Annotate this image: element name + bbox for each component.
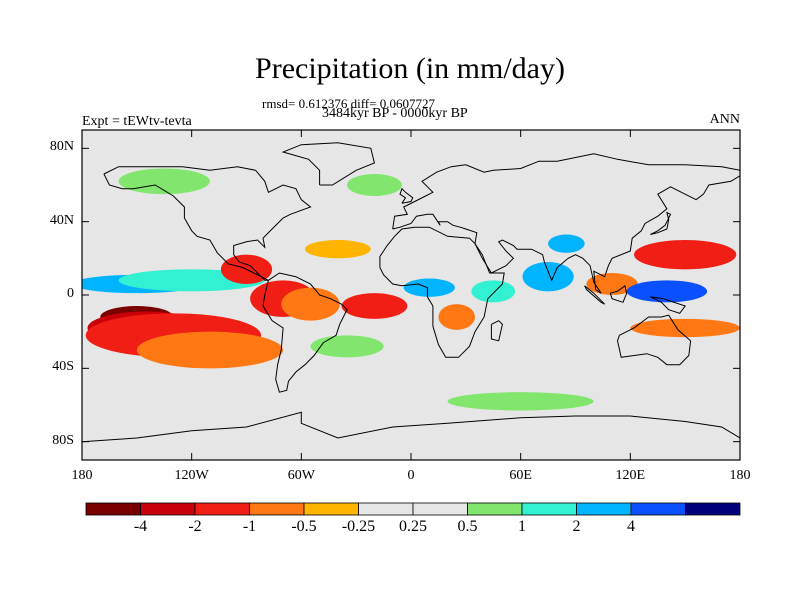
colorbar-box: [521, 502, 577, 516]
anomaly-region: [471, 280, 516, 303]
lon-tick-label: 60E: [509, 468, 532, 483]
colorbar-label: -0.5: [291, 518, 317, 535]
lon-tick-label: 120W: [174, 468, 209, 483]
colorbar-box: [685, 502, 741, 516]
colorbar-label: 2: [572, 518, 581, 535]
coastline: [650, 211, 672, 235]
coastline: [262, 272, 348, 393]
colorbar-box: [303, 502, 359, 516]
anomaly-region: [586, 273, 638, 295]
colorbar-label: 1: [518, 518, 526, 535]
anomaly-region: [281, 287, 340, 321]
colorbar-label: 0.25: [399, 518, 427, 535]
anomaly-region: [633, 240, 737, 270]
anomaly-region: [403, 278, 455, 297]
colorbar-box: [412, 502, 468, 516]
colorbar-label: -0.25: [341, 518, 376, 535]
anomaly-region: [136, 331, 284, 369]
colorbar-box: [140, 502, 196, 516]
anomaly-region: [548, 234, 585, 253]
season-label: ANN: [709, 112, 740, 127]
time-period-label: 3484kyr BP - 0000kyr BP: [322, 106, 468, 121]
coastline: [616, 314, 692, 366]
lat-tick-label: 40S: [52, 359, 74, 375]
colorbar-box: [194, 502, 250, 516]
colorbar-box: [358, 502, 414, 516]
coastline: [650, 296, 687, 314]
anomaly-region: [447, 392, 594, 411]
anomaly-region: [522, 262, 574, 292]
coastline: [281, 142, 375, 186]
lon-tick-label: 120E: [615, 468, 646, 483]
colorbar-label: 4: [627, 518, 635, 535]
experiment-label: Expt = tEWtv-tevta: [82, 114, 192, 129]
anomaly-region: [341, 293, 408, 319]
coastline: [609, 284, 628, 303]
colorbar-box: [467, 502, 523, 516]
colorbar-box: [576, 502, 632, 516]
map-title: Precipitation (in mm/day): [255, 52, 565, 85]
colorbar-box: [85, 502, 141, 516]
colorbar-label: -1: [242, 518, 257, 535]
coastline: [103, 166, 312, 281]
anomaly-region: [310, 335, 384, 358]
colorbar-label: -2: [188, 518, 202, 535]
lat-tick-label: 40N: [49, 212, 74, 228]
lat-tick-label: 80N: [49, 139, 74, 155]
lat-tick-label: 0: [67, 286, 74, 301]
colorbar-label: -4: [133, 518, 148, 535]
anomaly-region: [438, 304, 475, 330]
anomaly-region: [630, 318, 740, 338]
anomaly-region: [626, 280, 708, 303]
coastline: [399, 187, 414, 204]
colorbar-label: 0.5: [457, 518, 478, 535]
coastline: [490, 320, 503, 342]
colorbar-box: [630, 502, 686, 516]
lon-tick-label: 180: [71, 468, 93, 483]
anomaly-region: [347, 174, 402, 196]
colorbar-box: [249, 502, 305, 516]
coastline: [584, 285, 606, 305]
coastline: [379, 226, 505, 358]
coastline: [82, 411, 740, 443]
rmsd-diff-stats: rmsd= 0.612376 diff= 0.0607727: [262, 96, 435, 111]
lon-tick-label: 180: [729, 468, 751, 483]
anomaly-region: [304, 240, 371, 259]
coastline: [392, 153, 740, 294]
lat-tick-label: 80S: [52, 432, 74, 448]
lon-tick-label: 0: [407, 468, 415, 483]
lon-tick-label: 60W: [287, 468, 315, 483]
